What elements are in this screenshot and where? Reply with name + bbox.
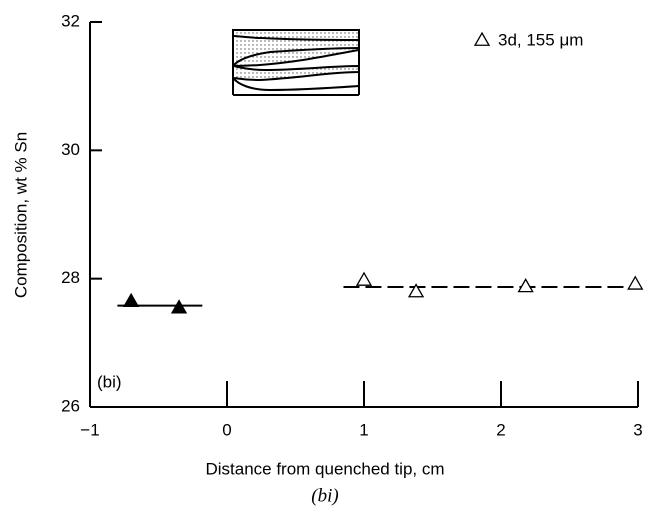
panel-label: (bi) [97, 372, 122, 391]
marker [355, 271, 373, 286]
marker [517, 278, 534, 293]
x-tick-label: −1 [80, 420, 99, 439]
y-tick-label: 30 [61, 140, 80, 159]
marker [122, 292, 140, 308]
y-tick-label: 32 [61, 11, 80, 30]
legend-marker [473, 31, 491, 46]
x-tick-label: 1 [359, 420, 368, 439]
x-tick-label: 3 [633, 420, 642, 439]
marker [170, 299, 188, 314]
marker [407, 283, 425, 298]
caption: (bi) [311, 485, 338, 506]
marker [627, 275, 644, 290]
x-axis-label: Distance from quenched tip, cm [205, 459, 444, 478]
x-tick-label: 2 [496, 420, 505, 439]
legend-label: 3d, 155 μm [498, 30, 583, 49]
y-tick-label: 28 [61, 268, 80, 287]
y-tick-label: 26 [61, 396, 80, 415]
x-tick-label: 0 [222, 420, 231, 439]
inset-diagram [232, 28, 360, 96]
y-axis-label: Composition, wt % Sn [11, 132, 30, 298]
